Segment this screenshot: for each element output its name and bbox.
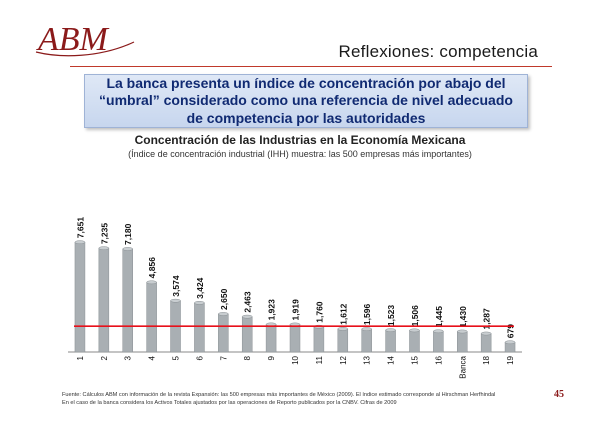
headline-text: La banca presenta un índice de concentra… xyxy=(99,74,513,126)
slide-title: Reflexiones: competencia xyxy=(338,42,538,61)
bar-value-label: 4,856 xyxy=(147,257,157,279)
bar-cap xyxy=(218,312,229,316)
chart-subtitle: (Índice de concentración industrial (IHH… xyxy=(128,149,472,159)
bar-value-label: 2,463 xyxy=(243,291,253,313)
logo-swoosh xyxy=(35,41,135,57)
bar xyxy=(265,324,277,353)
category-label: 6 xyxy=(195,355,204,360)
bar xyxy=(218,313,229,353)
bar-cap xyxy=(361,327,372,331)
bar-cap xyxy=(194,301,205,305)
bar-value-label: 7,180 xyxy=(123,223,133,245)
bar xyxy=(313,326,325,353)
title-divider xyxy=(70,66,552,67)
bar-cap xyxy=(457,329,468,334)
category-label: 3 xyxy=(124,355,133,360)
bar-cap xyxy=(146,280,157,285)
category-label: 2 xyxy=(100,355,109,360)
bar xyxy=(385,329,396,353)
bar-cap xyxy=(241,314,253,319)
headline-box: La banca presenta un índice de concentra… xyxy=(84,74,528,128)
abm-logo-text: ABM xyxy=(36,21,110,58)
bar-value-label: 1,287 xyxy=(482,308,492,330)
footnote-line-1: Fuente: Cálculos ABM con información de … xyxy=(62,392,496,398)
bar-value-label: 1,430 xyxy=(458,306,468,328)
bar xyxy=(146,282,157,353)
category-label: 7 xyxy=(219,355,228,360)
bar-value-label: 679 xyxy=(506,324,516,338)
bar-value-label: 1,919 xyxy=(291,299,301,321)
category-label: 12 xyxy=(339,355,348,364)
page-number: 45 xyxy=(554,389,564,400)
category-label: 5 xyxy=(172,355,181,360)
category-label: 14 xyxy=(387,355,396,364)
bar-value-label: 2,650 xyxy=(219,288,229,310)
bar-value-label: 1,445 xyxy=(434,306,444,328)
bar xyxy=(409,330,420,353)
bar xyxy=(241,316,253,353)
bar-cap xyxy=(170,298,181,303)
bar-value-label: 7,235 xyxy=(99,223,109,245)
bar-cap xyxy=(385,328,396,332)
abm-logo: ABM xyxy=(35,21,135,58)
category-label: 4 xyxy=(148,355,157,360)
bar-cap xyxy=(337,327,349,331)
bar xyxy=(457,331,468,353)
bar xyxy=(337,328,349,353)
footnote-line-2: En el caso de la banca considera los Act… xyxy=(62,400,397,406)
bar-cap xyxy=(409,328,420,333)
chart-title: Concentración de las Industrias en la Ec… xyxy=(134,133,466,147)
category-label: Banca xyxy=(458,355,467,378)
bar-cap xyxy=(98,246,110,251)
bar xyxy=(361,328,372,353)
bar xyxy=(98,247,110,353)
bar-cap xyxy=(122,247,133,251)
category-label: 11 xyxy=(315,355,324,364)
bar-value-label: 1,760 xyxy=(314,301,324,323)
bar-value-label: 1,596 xyxy=(362,304,372,326)
bar xyxy=(433,331,444,353)
bar-cap xyxy=(504,340,516,345)
bar-value-label: 3,424 xyxy=(195,277,205,299)
bar xyxy=(122,248,133,353)
source-footnote: Fuente: Cálculos ABM con información de … xyxy=(62,391,550,407)
bar-value-label: 1,523 xyxy=(386,305,396,327)
bar-value-label: 1,923 xyxy=(267,299,277,321)
bar xyxy=(480,333,492,353)
bar xyxy=(194,302,205,353)
bars xyxy=(74,240,516,353)
category-label: 18 xyxy=(482,355,491,364)
category-label: 16 xyxy=(434,355,443,364)
bar-cap xyxy=(74,240,86,245)
category-label: 15 xyxy=(410,355,419,364)
category-label: 1 xyxy=(76,355,85,360)
category-label: 10 xyxy=(291,355,300,364)
category-label: 19 xyxy=(506,355,515,364)
category-label: 13 xyxy=(363,355,372,364)
bar-value-label: 1,612 xyxy=(338,303,348,325)
bar xyxy=(74,241,86,353)
bar-cap xyxy=(433,329,444,334)
category-label: 9 xyxy=(267,355,276,360)
bar-value-label: 1,506 xyxy=(410,305,420,327)
category-label: 8 xyxy=(243,355,252,360)
bar-value-label: 7,651 xyxy=(75,217,85,239)
bar-value-label: 3,574 xyxy=(171,275,181,297)
bar xyxy=(289,324,301,353)
bar-cap xyxy=(480,331,492,336)
